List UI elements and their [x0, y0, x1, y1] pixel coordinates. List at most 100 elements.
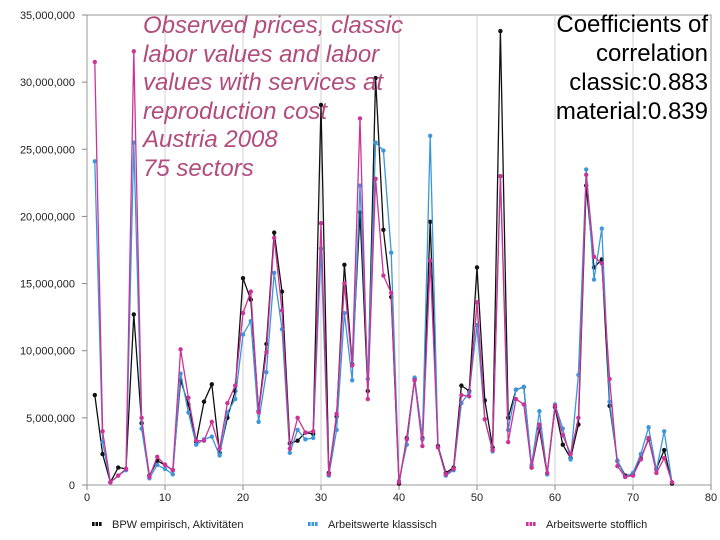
data-point: [303, 430, 308, 435]
x-tick-label: 40: [393, 492, 405, 504]
legend-swatch: [526, 522, 529, 526]
title-line: 75 sectors: [143, 154, 254, 182]
data-point: [209, 419, 214, 425]
data-point: [201, 438, 207, 443]
data-point: [311, 435, 316, 441]
data-point: [623, 474, 628, 480]
data-point: [389, 290, 394, 296]
data-point: [537, 422, 542, 427]
data-point: [147, 474, 152, 480]
title-annotation: Observed prices, classic labor values an…: [143, 12, 473, 183]
y-tick-label: 30,000,000: [20, 77, 75, 89]
data-point: [373, 140, 378, 145]
data-point: [170, 472, 175, 477]
data-point: [155, 462, 160, 468]
data-point: [615, 464, 620, 469]
data-point: [334, 427, 339, 433]
data-point: [240, 310, 246, 316]
data-point: [131, 312, 136, 317]
data-point: [233, 383, 238, 388]
data-point: [201, 399, 207, 404]
coef-line: Coefficients of: [556, 11, 708, 38]
x-tick-label: 0: [84, 492, 90, 504]
data-point: [295, 438, 300, 443]
data-point: [381, 148, 386, 153]
legend-label: Arbeitswerte stofflich: [546, 519, 647, 531]
y-tick-label: 5,000,000: [26, 413, 75, 425]
data-point: [459, 383, 464, 388]
legend-label: BPW empirisch, Aktivitäten: [112, 519, 243, 531]
data-point: [482, 417, 487, 422]
data-point: [248, 289, 253, 294]
data-point: [591, 277, 597, 282]
data-point: [194, 442, 199, 447]
data-point: [162, 466, 168, 472]
data-point: [584, 172, 589, 177]
data-point: [365, 396, 370, 402]
data-point: [225, 400, 230, 406]
data-point: [459, 392, 464, 398]
data-point: [311, 429, 316, 434]
data-point: [194, 438, 199, 443]
data-point: [248, 318, 253, 324]
y-tick-label: 35,000,000: [20, 10, 75, 22]
data-point: [560, 442, 565, 447]
data-point: [240, 332, 246, 337]
data-point: [279, 308, 285, 313]
data-point: [521, 402, 526, 407]
y-tick-label: 0: [69, 480, 75, 492]
data-point: [233, 396, 238, 402]
data-point: [568, 451, 573, 457]
legend-swatch: [95, 522, 99, 526]
data-point: [295, 427, 300, 433]
data-point: [474, 265, 480, 270]
data-point: [537, 408, 542, 414]
data-point: [428, 219, 433, 224]
data-point: [342, 262, 347, 267]
title-line: Austria 2008: [143, 126, 278, 153]
y-tick-label: 10,000,000: [20, 346, 75, 358]
legend: BPW empirisch, Aktivitäten Arbeitswerte k…: [92, 519, 647, 531]
legend-swatch: [529, 522, 533, 526]
data-point: [123, 466, 129, 472]
data-point: [662, 447, 667, 453]
data-point: [170, 468, 175, 473]
title-line: labor values and labor: [143, 40, 380, 68]
coef-line: classic:0.883: [569, 69, 708, 96]
x-tick-label: 50: [471, 492, 483, 504]
series-3: [92, 49, 675, 485]
data-point: [576, 415, 581, 421]
data-point: [443, 472, 448, 477]
data-point: [420, 443, 425, 449]
title-line: reproduction cost: [143, 97, 328, 125]
data-point: [474, 300, 480, 305]
data-point: [279, 289, 285, 294]
data-point: [552, 403, 558, 408]
y-tick-label: 25,000,000: [20, 144, 75, 156]
data-point: [662, 455, 667, 461]
data-point: [357, 183, 363, 188]
legend-swatch: [533, 522, 536, 526]
data-point: [342, 281, 347, 286]
data-point: [287, 450, 292, 455]
series-2: [92, 133, 675, 485]
data-point: [607, 376, 612, 382]
coef-line: correlation: [595, 40, 708, 67]
data-point: [630, 473, 636, 478]
data-point: [521, 384, 526, 390]
data-point: [264, 370, 269, 375]
data-point: [326, 472, 331, 477]
data-point: [646, 425, 651, 430]
data-point: [186, 410, 191, 415]
legend-swatch: [99, 522, 102, 526]
legend-swatch: [311, 522, 315, 526]
data-point: [217, 453, 222, 458]
coef-line: material:0.839: [555, 98, 708, 125]
data-point: [186, 395, 191, 400]
data-point: [264, 349, 269, 355]
data-point: [303, 437, 308, 442]
data-point: [646, 435, 651, 441]
data-point: [334, 411, 339, 417]
data-point: [451, 466, 456, 472]
data-point: [350, 378, 355, 383]
